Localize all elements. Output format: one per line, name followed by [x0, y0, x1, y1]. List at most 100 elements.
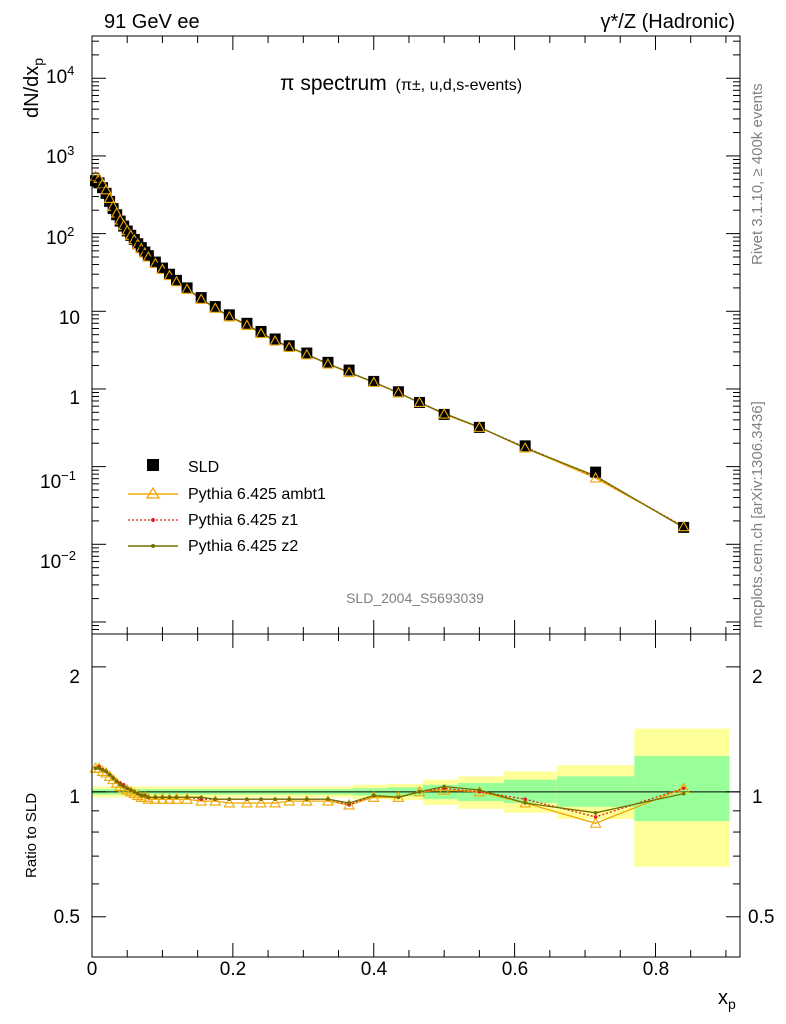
- ambt1-point-19: [170, 275, 183, 287]
- ambt1-point-24: [241, 319, 253, 330]
- ratio-point-ambt1-27: [283, 794, 296, 806]
- sld-point-27: [283, 340, 295, 352]
- x-axis-label-main: x: [718, 987, 728, 1009]
- ratio-point-z2-9: [125, 786, 130, 791]
- ratio-point-ambt1-30: [343, 798, 356, 810]
- ratio-point-ambt1-37: [589, 817, 602, 828]
- sld-point-33: [414, 396, 426, 408]
- sld-point-31: [368, 375, 380, 387]
- ambt1-point-21: [195, 293, 208, 304]
- ratio-point-z2-20: [185, 795, 189, 800]
- sld-point-32: [392, 386, 404, 398]
- y-tick-label-1e2: 102: [46, 224, 74, 249]
- header-left: 91 GeV ee: [104, 11, 200, 33]
- y-tick-label-1e-1: 10−1: [40, 468, 76, 493]
- ratio-tick-label-right-0.5: 0.5: [748, 907, 774, 928]
- ratio-point-ambt1-28: [300, 794, 313, 806]
- ratio-point-ambt1-23: [223, 796, 236, 808]
- ambt1-point-4: [103, 192, 116, 204]
- ratio-point-ambt1-20: [181, 793, 194, 804]
- sld-point-17: [156, 262, 168, 274]
- ratio-point-z2-31: [371, 793, 376, 798]
- x-tick-labels: 0 0.2 0.4 0.6 0.8: [87, 959, 670, 980]
- ratio-point-ambt1-19: [170, 793, 183, 804]
- ambt1-point-15: [142, 250, 155, 262]
- ratio-point-z2-5: [111, 776, 115, 780]
- ratio-point-z2-12: [135, 791, 140, 796]
- ratio-point-z2-17: [160, 795, 165, 800]
- sld-point-20: [181, 282, 193, 294]
- sld-point-26: [269, 333, 281, 345]
- ratio-point-z2-19: [174, 795, 179, 800]
- ambt1-point-38: [677, 520, 690, 532]
- analysis-watermark: SLD_2004_S5693039: [346, 590, 484, 606]
- ambt1-point-26: [269, 334, 282, 346]
- sld-point-38: [678, 521, 690, 533]
- ratio-point-z2-21: [199, 795, 203, 800]
- ratio-point-ambt1-25: [255, 796, 267, 808]
- ambt1-point-34: [438, 407, 451, 419]
- ambt1-point-35: [473, 421, 486, 432]
- ratio-point-ambt1-17: [156, 793, 169, 804]
- ambt1-point-20: [181, 283, 194, 294]
- sld-point-15: [142, 250, 154, 262]
- sld-point-21: [195, 292, 207, 304]
- ratio-point-z2-28: [305, 797, 309, 801]
- ratio-point-z2-3: [104, 769, 108, 774]
- ratio-point-z1-38: [681, 786, 686, 791]
- ratio-point-z2-35: [477, 788, 482, 792]
- ratio-point-z2-10: [128, 788, 133, 792]
- ratio-point-z2-29: [326, 797, 330, 801]
- ratio-point-z1-37: [593, 815, 598, 819]
- ambt1-point-36: [519, 441, 532, 453]
- ratio-point-z2-23: [227, 797, 232, 801]
- ratio-point-z2-34: [442, 784, 446, 789]
- ambt1-point-37: [589, 471, 602, 483]
- ambt1-point-29: [322, 357, 334, 369]
- x-axis-label-sub: p: [728, 996, 736, 1012]
- sld-point-25: [255, 325, 267, 337]
- ratio-y-tick-labels: 0.5 1 2 0.5 1 2: [54, 667, 775, 928]
- ratio-point-z2-11: [132, 790, 137, 794]
- ratio-point-z2-8: [121, 784, 126, 789]
- ratio-point-z2-13: [139, 793, 144, 798]
- ambt1-point-32: [392, 386, 405, 398]
- plot-title: π spectrum (π±, u,d,s-events): [280, 72, 522, 95]
- main-series-points: [89, 170, 690, 533]
- band-inner-5: [504, 779, 557, 803]
- ratio-tick-label-right-1: 1: [752, 787, 763, 808]
- ratio-point-z1-36: [523, 797, 527, 801]
- ratio-point-ambt1-22: [209, 794, 222, 806]
- sld-point-22: [209, 301, 221, 313]
- ratio-tick-label-right-2: 2: [752, 667, 763, 688]
- ratio-point-ambt1-26: [269, 796, 282, 808]
- sld-point-35: [473, 421, 485, 433]
- ratio-tick-label-left-2: 2: [69, 667, 80, 688]
- y-tick-label-1e-2: 10−2: [40, 548, 76, 573]
- ratio-point-z2-27: [287, 797, 292, 801]
- ratio-point-ambt1-34: [438, 783, 451, 795]
- ambt1-point-28: [300, 348, 313, 360]
- ratio-tick-label-left-1: 1: [69, 787, 80, 808]
- sld-point-4: [104, 195, 116, 207]
- ambt1-point-25: [255, 327, 267, 339]
- ambt1-point-31: [367, 376, 380, 388]
- legend: SLD Pythia 6.425 ambt1 Pythia 6.425 z1 P…: [128, 459, 326, 555]
- sld-point-36: [519, 440, 531, 452]
- x-tick-label-0.2: 0.2: [220, 959, 246, 980]
- legend-label-sld: SLD: [188, 459, 219, 476]
- sld-point-19: [171, 274, 183, 286]
- ratio-point-z2-26: [273, 797, 277, 801]
- ambt1-point-33: [413, 396, 426, 408]
- ratio-point-z2-30: [347, 801, 351, 805]
- ratio-point-ambt1-29: [322, 794, 334, 806]
- ambt1-point-30: [343, 366, 356, 378]
- sld-point-16: [149, 256, 161, 268]
- ratio-tick-label-left-0.5: 0.5: [54, 907, 80, 928]
- sld-point-18: [163, 268, 175, 280]
- legend-label-z2: Pythia 6.425 z2: [188, 538, 298, 555]
- ambt1-point-27: [283, 341, 296, 353]
- ratio-point-ambt1-21: [195, 794, 208, 806]
- sld-point-34: [438, 408, 450, 420]
- sld-point-23: [223, 309, 235, 321]
